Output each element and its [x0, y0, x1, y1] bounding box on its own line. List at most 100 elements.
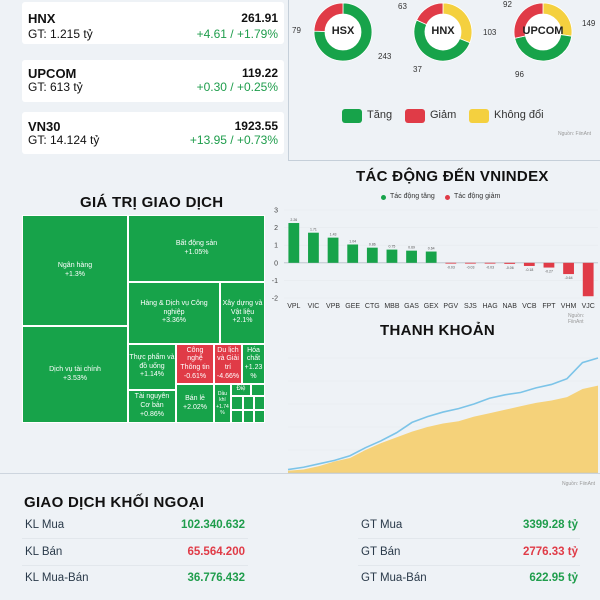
foreign-label-right: GT Mua-Bán	[361, 572, 427, 584]
donut-label-upcom-flat: 92	[503, 0, 512, 9]
treemap-cell[interactable]: Xây dựng và Vật liệu +2.1%	[220, 282, 265, 344]
impact-ytick: 1	[274, 243, 278, 250]
donut-label-upcom-down: 96	[515, 70, 524, 79]
foreign-value-left: 102.340.632	[181, 519, 245, 531]
index-name: UPCOM	[28, 66, 77, 81]
index-change: +13.95 / +0.73%	[189, 133, 278, 147]
impact-xtick: VHM	[561, 303, 577, 310]
row-divider	[358, 538, 580, 539]
foreign-value-right: 622.95 tỷ	[529, 572, 578, 584]
impact-bar	[445, 262, 457, 264]
donut-label-hnx-flat: 63	[398, 2, 407, 11]
treemap-cell-small[interactable]	[254, 410, 265, 423]
impact-bar	[347, 244, 359, 263]
impact-legend-down-dot	[445, 195, 450, 200]
donut-label-hsx-down: 79	[292, 26, 301, 35]
impact-value-label: 0.75	[389, 245, 396, 249]
impact-ytick: -2	[272, 296, 278, 303]
legend-flat-swatch	[469, 109, 489, 123]
value-title: GIÁ TRỊ GIAO DỊCH	[80, 194, 224, 211]
impact-xtick: HAG	[482, 303, 497, 310]
treemap-cell-small[interactable]	[251, 384, 265, 396]
impact-xtick: SJS	[464, 303, 477, 310]
legend-up-label: Tăng	[367, 109, 393, 121]
treemap-cell[interactable]: Hàng & Dịch vụ Công nghiệp +3.36%	[128, 282, 220, 344]
impact-source: Nguồn: FiinAnt	[568, 313, 585, 325]
index-name: HNX	[28, 11, 56, 26]
index-change: +4.61 / +1.79%	[196, 27, 278, 41]
foreign-label-left: KL Mua-Bán	[25, 572, 89, 584]
impact-bar	[563, 262, 574, 275]
donut-label-hnx-down: 37	[413, 65, 422, 74]
treemap-cell[interactable]: Thực phẩm và đồ uống +1.14%	[128, 344, 176, 390]
impact-bar	[425, 251, 437, 263]
impact-bar	[406, 250, 417, 263]
liquidity-title: THANH KHOẢN	[380, 322, 495, 339]
treemap-cell-small[interactable]	[243, 396, 254, 410]
legend-flat-label: Không đổi	[494, 109, 544, 121]
index-card-hnx[interactable]: HNX GT: 1.215 tỷ 261.91 +4.61 / +1.79%	[22, 2, 284, 44]
donut-center-upcom: UPCOM	[522, 25, 564, 37]
foreign-label-left: KL Mua	[25, 519, 65, 531]
treemap-cell-small[interactable]	[243, 410, 254, 423]
index-volume: GT: 14.124 tỷ	[28, 133, 100, 147]
treemap-cell-small[interactable]	[231, 396, 243, 410]
impact-xtick: MBB	[384, 303, 400, 310]
impact-ytick: 2	[274, 225, 278, 232]
impact-bar	[386, 249, 398, 263]
index-card-upcom[interactable]: UPCOM GT: 613 tỷ 119.22 +0.30 / +0.25%	[22, 60, 284, 102]
donut-label-hsx-up: 243	[378, 52, 392, 61]
impact-legend-down: Tác động giảm	[454, 193, 501, 200]
impact-legend-up-dot	[381, 195, 386, 200]
impact-value-label: 1.43	[330, 233, 337, 237]
index-volume: GT: 1.215 tỷ	[28, 27, 93, 41]
impact-value-label: -0.03	[466, 265, 474, 269]
treemap-cell-small[interactable]	[254, 396, 265, 410]
impact-value-label: -0.64	[565, 276, 573, 280]
donut-label-upcom-up: 149	[582, 19, 596, 28]
treemap-cell[interactable]: Du lịch và Giải trí -4.66%	[214, 344, 242, 384]
legend-down-swatch	[405, 109, 425, 123]
impact-bar	[366, 247, 378, 263]
impact-xtick: PGV	[443, 303, 458, 310]
treemap-cell[interactable]: Bán lẻ +2.02%	[176, 384, 214, 423]
treemap-cell[interactable]: Công nghệ Thông tin -0.61%	[176, 344, 214, 384]
foreign-value-left: 36.776.432	[187, 572, 245, 584]
impact-bar	[484, 262, 496, 264]
donut-label-hnx-up: 103	[483, 28, 497, 37]
treemap-cell[interactable]: Hóa chất +1.23 %	[242, 344, 265, 384]
impact-bar-chart: 3 2 1 0 -1 -2 2.26 VPL 1.71 VIC 1.43 VPB 1.04 GEE 0.8…	[272, 208, 598, 310]
treemap-cell[interactable]: Tài nguyên Cơ bản +0.86%	[128, 390, 176, 423]
treemap-cell-small[interactable]	[231, 410, 243, 423]
index-value: 119.22	[241, 66, 278, 80]
treemap-cell[interactable]: Dịch vụ tài chính +3.53%	[22, 326, 128, 423]
impact-value-label: -0.06	[506, 266, 514, 270]
donut-center-hnx: HNX	[431, 25, 455, 37]
foreign-value-right: 2776.33 tỷ	[523, 546, 578, 558]
impact-value-label: 2.26	[290, 218, 297, 222]
foreign-label-right: GT Mua	[361, 519, 403, 531]
impact-value-label: 0.69	[408, 246, 415, 250]
foreign-value-right: 3399.28 tỷ	[523, 519, 578, 531]
impact-bar	[465, 262, 476, 264]
treemap-cell[interactable]: Bất động sản +1.05%	[128, 215, 265, 282]
index-card-vn30[interactable]: VN30 GT: 14.124 tỷ 1923.55 +13.95 / +0.7…	[22, 112, 284, 154]
vertical-divider	[288, 0, 289, 160]
donut-center-hsx: HSX	[331, 25, 355, 37]
treemap: Ngân hàng +1.3% Bất động sản +1.05% Dịch v…	[22, 215, 265, 423]
impact-bar	[543, 262, 555, 268]
treemap-cell[interactable]: Dầu khí +1.74 %	[214, 384, 231, 423]
treemap-cell[interactable]: Ngân hàng +1.3%	[22, 215, 128, 326]
impact-value-label: 0.86	[369, 243, 376, 247]
liquidity-area-today	[288, 385, 598, 473]
impact-bar	[523, 262, 535, 266]
impact-xtick: VPB	[326, 303, 340, 310]
treemap-cell[interactable]: Điệ	[231, 384, 251, 396]
impact-bar	[308, 232, 319, 263]
foreign-label-right: GT Bán	[361, 546, 401, 558]
impact-bar	[327, 237, 339, 263]
row-divider	[358, 565, 580, 566]
liquidity-line-previous	[287, 357, 599, 471]
impact-bar	[288, 223, 300, 263]
impact-legend-up: Tác động tăng	[390, 193, 435, 200]
